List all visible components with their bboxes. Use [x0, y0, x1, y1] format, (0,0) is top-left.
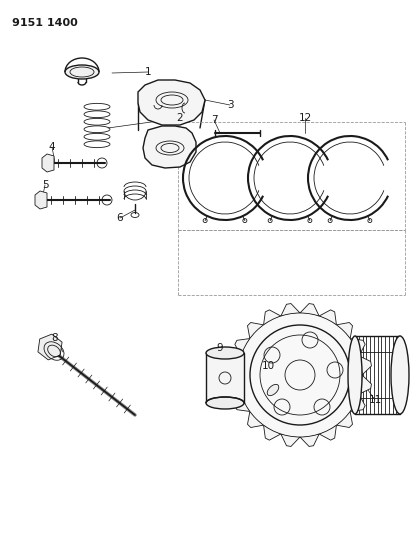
- Text: 12: 12: [298, 113, 312, 123]
- Polygon shape: [138, 80, 205, 125]
- Polygon shape: [229, 375, 241, 394]
- Polygon shape: [300, 304, 319, 316]
- Text: 5: 5: [42, 180, 48, 190]
- Polygon shape: [263, 425, 281, 440]
- Bar: [206, 353, 244, 403]
- Polygon shape: [38, 334, 62, 360]
- Polygon shape: [319, 425, 337, 440]
- Text: 3: 3: [227, 100, 233, 110]
- Polygon shape: [300, 434, 319, 447]
- Polygon shape: [319, 310, 337, 325]
- Polygon shape: [359, 356, 372, 375]
- Polygon shape: [235, 338, 250, 356]
- Polygon shape: [143, 126, 196, 168]
- Text: 10: 10: [261, 361, 275, 371]
- Polygon shape: [350, 394, 365, 411]
- Polygon shape: [359, 375, 372, 394]
- Polygon shape: [247, 411, 263, 427]
- Polygon shape: [42, 154, 54, 172]
- Text: 2: 2: [177, 113, 183, 123]
- Polygon shape: [35, 191, 47, 209]
- Ellipse shape: [267, 384, 279, 395]
- Text: 4: 4: [48, 142, 55, 152]
- Text: 1: 1: [145, 67, 151, 77]
- Polygon shape: [281, 304, 300, 316]
- Text: 11: 11: [368, 395, 382, 405]
- Polygon shape: [235, 394, 250, 411]
- Text: 6: 6: [117, 213, 123, 223]
- Text: 9: 9: [217, 343, 223, 353]
- Text: 8: 8: [52, 333, 58, 343]
- Polygon shape: [281, 434, 300, 447]
- Ellipse shape: [206, 347, 244, 359]
- Ellipse shape: [206, 397, 244, 409]
- Ellipse shape: [65, 65, 99, 79]
- Polygon shape: [350, 338, 365, 356]
- Circle shape: [238, 313, 362, 437]
- Polygon shape: [337, 411, 353, 427]
- Polygon shape: [337, 322, 353, 338]
- Text: 7: 7: [211, 115, 217, 125]
- Ellipse shape: [391, 336, 409, 414]
- Polygon shape: [229, 356, 241, 375]
- Text: 9151 1400: 9151 1400: [12, 18, 78, 28]
- Polygon shape: [263, 310, 281, 325]
- Ellipse shape: [348, 336, 362, 414]
- Polygon shape: [247, 322, 263, 338]
